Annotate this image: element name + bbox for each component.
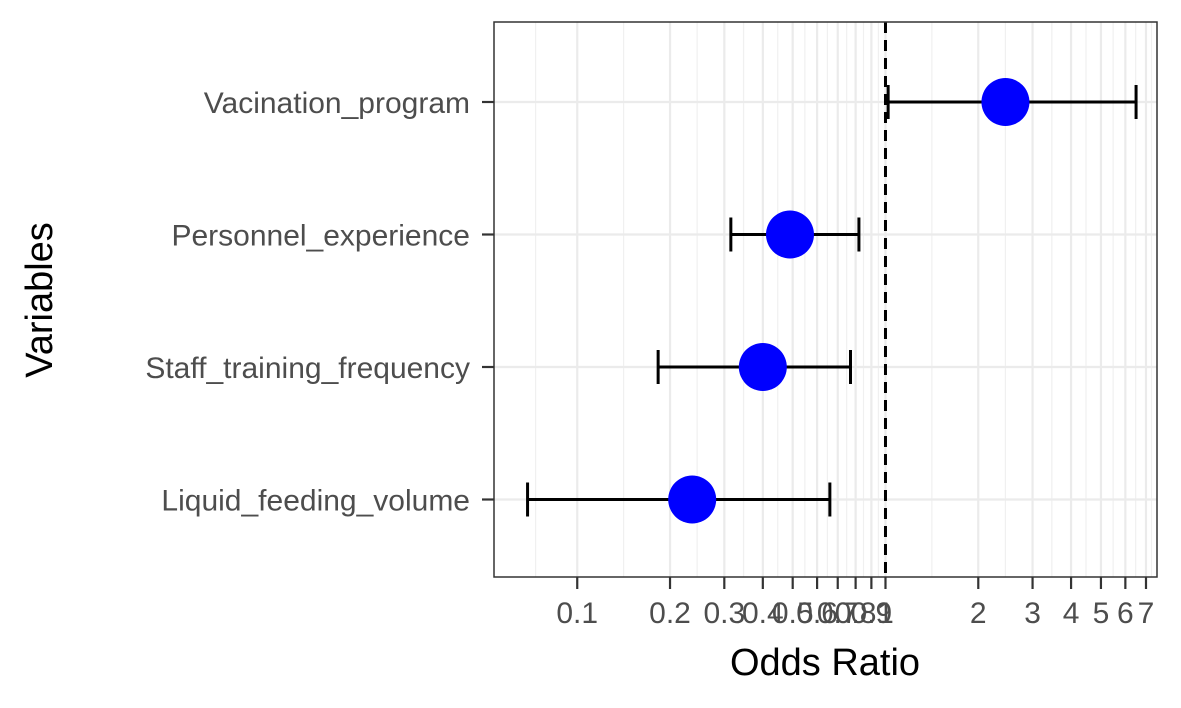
x-tick-label: 0.8	[835, 597, 877, 630]
y-tick-label: Staff_training_frequency	[145, 352, 470, 385]
x-tick-label: 0.1	[556, 597, 598, 630]
x-tick-label: 0.2	[649, 597, 691, 630]
grid-layer	[494, 22, 1157, 577]
odds-ratio-point	[668, 475, 717, 524]
y-tick-label: Vacination_program	[204, 87, 470, 120]
odds-ratio-point	[738, 343, 787, 391]
axis-layer: Vacination_program Personnel_experience St…	[145, 87, 1154, 630]
x-tick-label: 3	[1024, 597, 1041, 630]
x-tick-label: 0.3	[703, 597, 745, 630]
x-tick-label: 6	[1117, 597, 1134, 630]
x-tick-label: 7	[1138, 597, 1155, 630]
y-tick-label: Liquid_feeding_volume	[161, 485, 470, 518]
x-tick-label: 2	[970, 597, 987, 630]
x-tick-label: 0.6	[796, 597, 838, 630]
x-tick-label: 5	[1093, 597, 1110, 630]
x-tick-label: 0.5	[772, 597, 814, 630]
y-tick-label: Personnel_experience	[171, 220, 470, 253]
y-axis-title: Variables	[19, 222, 61, 378]
panel-border	[493, 21, 1158, 578]
x-tick-label: 0.4	[742, 597, 784, 630]
data-layer	[526, 78, 1138, 524]
odds-ratio-point	[981, 78, 1030, 126]
x-tick-label: 4	[1063, 597, 1080, 630]
x-axis-title: Odds Ratio	[730, 642, 920, 684]
odds-ratio-point	[765, 210, 814, 259]
x-tick-label: 0.7	[817, 597, 859, 630]
x-tick-label: 0.9	[851, 597, 893, 630]
x-tick-label: 1	[877, 597, 894, 630]
